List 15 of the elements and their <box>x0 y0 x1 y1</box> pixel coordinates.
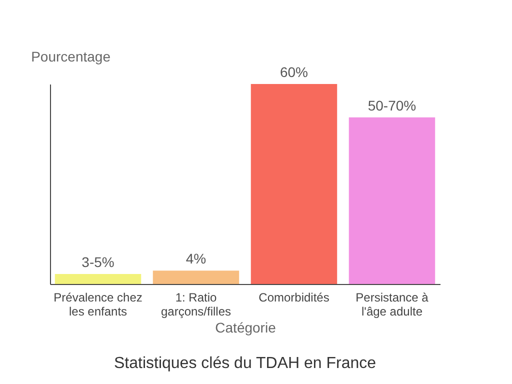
data-label: 50-70% <box>368 97 416 114</box>
bar <box>152 270 240 284</box>
data-label: 4% <box>186 250 206 267</box>
text: Statistiques clés du TDAH en France <box>114 355 376 372</box>
bar <box>54 274 142 284</box>
data-label: 60% <box>280 64 308 80</box>
data-label: 3-5% <box>82 254 114 270</box>
x-tick-label: 1: Ratio garçons/filles <box>160 290 232 318</box>
x-axis-title: Catégorie <box>215 320 276 336</box>
x-tick-label: Prévalence chez les enfants <box>54 290 142 318</box>
bar <box>250 84 338 284</box>
bar <box>348 117 436 284</box>
x-tick-label: Comorbidités <box>258 290 330 304</box>
y-axis-title: Pourcentage <box>31 48 111 64</box>
x-tick-label: Persistance à l'âge adulte <box>356 290 429 318</box>
